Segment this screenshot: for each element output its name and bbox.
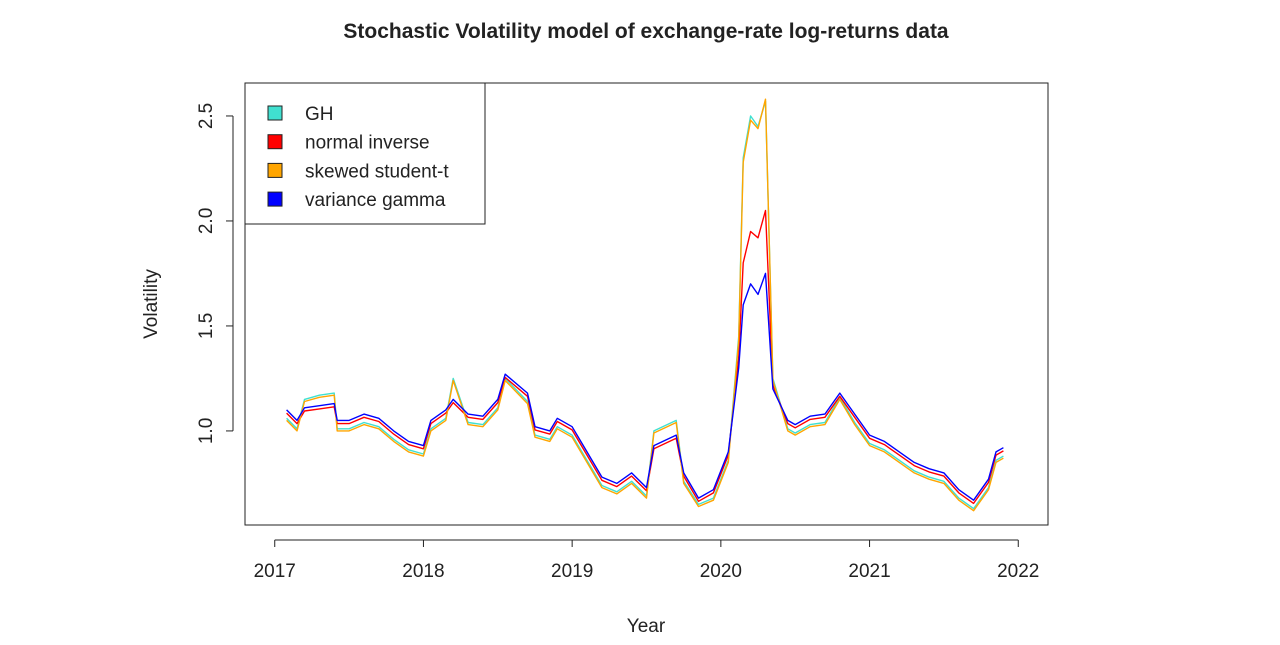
legend-label: skewed student-t [305, 161, 449, 182]
series-line-variance-gamma [286, 272, 1004, 501]
x-tick-label: 2020 [700, 561, 742, 582]
x-tick-label: 2021 [848, 561, 890, 582]
x-tick-label: 2019 [551, 561, 593, 582]
legend-label: variance gamma [305, 190, 446, 211]
legend-item: normal inverse [267, 133, 430, 154]
y-tick-label: 1.5 [196, 313, 217, 339]
y-tick-label: 2.5 [196, 103, 217, 129]
legend-item: variance gamma [267, 190, 446, 211]
y-tick-label: 1.0 [196, 418, 217, 444]
legend-box [244, 82, 486, 225]
x-axis-label: Year [627, 616, 666, 637]
legend-swatch [267, 162, 283, 178]
legend-swatch [267, 191, 283, 207]
series-layer [286, 98, 1004, 512]
legend-swatch [267, 105, 283, 121]
x-tick-label: 2018 [402, 561, 444, 582]
y-tick-label: 2.0 [196, 208, 217, 234]
legend-item: skewed student-t [267, 161, 449, 182]
legend-label: GH [305, 104, 334, 125]
legend-label: normal inverse [305, 133, 430, 154]
y-axis-label: Volatility [141, 269, 162, 339]
x-tick-label: 2022 [997, 561, 1039, 582]
legend-swatch [267, 134, 283, 150]
plot-frame [244, 82, 1049, 526]
legend-item: GH [267, 104, 334, 125]
x-tick-label: 2017 [254, 561, 296, 582]
chart-title: Stochastic Volatility model of exchange-… [343, 20, 949, 43]
legend: GH normal inverse skewed student-t variance… [244, 82, 486, 225]
axes: 2017 2018 2019 2020 2021 2022 1.0 1.5 2.0 2.5 [196, 103, 1039, 582]
